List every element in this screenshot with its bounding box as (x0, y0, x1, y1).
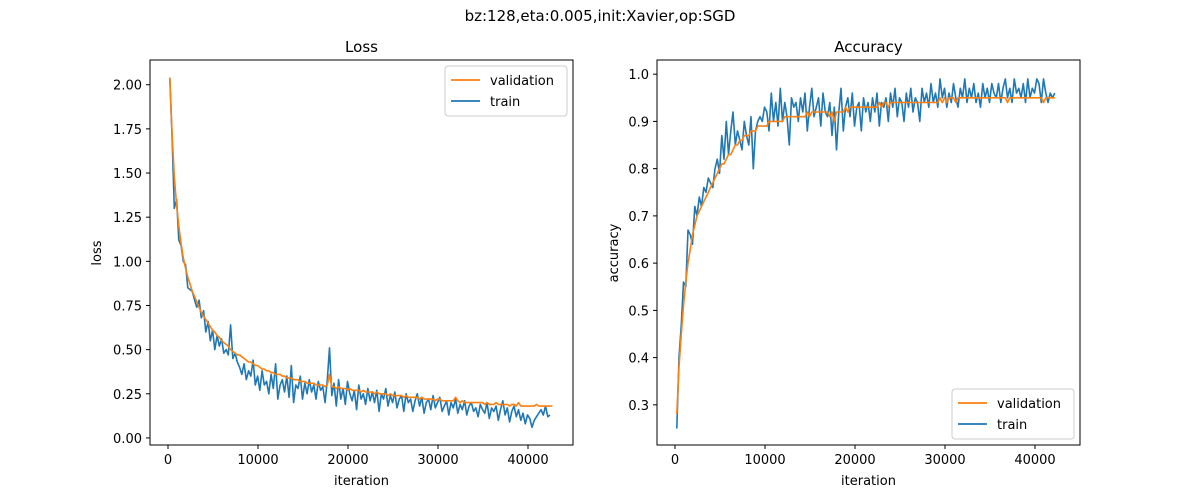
accuracy-legend-box (951, 388, 1075, 440)
accuracy-legend: validation train (951, 388, 1075, 440)
accuracy-ytick-label: 0.6 (628, 257, 649, 272)
accuracy-ytick-label: 0.9 (628, 115, 649, 130)
loss-xtick-label: 20000 (327, 453, 368, 468)
loss-ytick-label: 2.00 (113, 79, 142, 94)
loss-ylabel: loss (90, 240, 105, 265)
loss-xtick-label: 40000 (507, 453, 548, 468)
loss-title: Loss (345, 38, 378, 56)
loss-ytick-label: 0.00 (113, 432, 142, 447)
loss-ytick-label: 0.75 (113, 299, 142, 314)
accuracy-axes-frame (656, 59, 1081, 446)
accuracy-series (676, 78, 1056, 429)
figure-suptitle: bz:128,eta:0.005,init:Xavier,op:SGD (465, 7, 736, 25)
loss-legend-validation-label: validation (490, 74, 554, 89)
loss-xtick-label: 0 (164, 453, 172, 468)
loss-subplot: Loss iteration loss 0 10000 20000 30000 4000… (90, 38, 574, 489)
loss-legend: validation train (444, 65, 568, 117)
accuracy-ytick-label: 0.4 (628, 352, 649, 367)
accuracy-xtick-label: 0 (671, 453, 679, 468)
loss-ytick-label: 1.75 (113, 123, 142, 138)
accuracy-ytick-label: 0.5 (628, 304, 649, 319)
loss-validation-line (169, 77, 553, 407)
loss-xtick-label: 30000 (417, 453, 458, 468)
accuracy-xlabel: iteration (841, 474, 896, 489)
accuracy-ticks: 0 10000 20000 30000 40000 0.3 0.4 0.5 0.6 0.7 0.8 0… (628, 68, 1055, 468)
loss-legend-box (444, 65, 568, 117)
accuracy-legend-validation-label: validation (997, 397, 1061, 412)
loss-ytick-label: 1.25 (113, 211, 142, 226)
accuracy-title: Accuracy (834, 38, 903, 56)
accuracy-ytick-label: 1.0 (628, 68, 649, 83)
loss-ytick-label: 0.50 (113, 344, 142, 359)
accuracy-ylabel: accuracy (607, 223, 622, 282)
loss-ticks: 0 10000 20000 30000 40000 0.00 0.25 0.50 0.75 1.0… (113, 79, 549, 468)
loss-legend-train-label: train (490, 95, 520, 110)
accuracy-ytick-label: 0.3 (628, 399, 649, 414)
accuracy-xtick-label: 40000 (1014, 453, 1055, 468)
accuracy-legend-train-label: train (997, 418, 1027, 433)
accuracy-xtick-label: 20000 (834, 453, 875, 468)
loss-ytick-label: 1.50 (113, 167, 142, 182)
loss-axes-frame (149, 59, 574, 446)
accuracy-ytick-label: 0.7 (628, 210, 649, 225)
loss-xlabel: iteration (334, 474, 389, 489)
accuracy-subplot: Accuracy iteration accuracy 0 10000 20000 3… (607, 38, 1081, 489)
loss-ytick-label: 0.25 (113, 388, 142, 403)
accuracy-ytick-label: 0.8 (628, 163, 649, 178)
loss-series (169, 77, 553, 429)
accuracy-xtick-label: 10000 (744, 453, 785, 468)
loss-ytick-label: 1.00 (113, 255, 142, 270)
accuracy-xtick-label: 30000 (924, 453, 965, 468)
loss-xtick-label: 10000 (237, 453, 278, 468)
accuracy-validation-line (676, 97, 1055, 415)
